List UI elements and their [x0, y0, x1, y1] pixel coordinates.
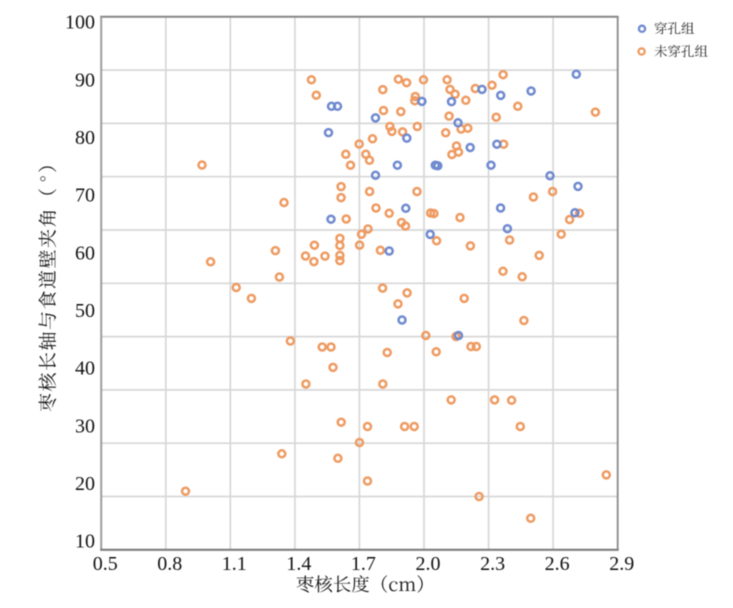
- svg-text:1.1: 1.1: [222, 553, 247, 575]
- svg-text:80: 80: [75, 127, 95, 149]
- svg-text:0.8: 0.8: [157, 553, 182, 575]
- svg-text:100: 100: [65, 12, 95, 34]
- svg-text:40: 40: [75, 358, 95, 380]
- svg-text:50: 50: [75, 300, 95, 322]
- svg-text:90: 90: [75, 69, 95, 91]
- svg-text:0.5: 0.5: [93, 553, 118, 575]
- svg-text:2.3: 2.3: [480, 553, 505, 575]
- svg-text:30: 30: [75, 415, 95, 437]
- svg-text:20: 20: [75, 473, 95, 495]
- svg-text:10: 10: [75, 531, 95, 553]
- svg-text:2.0: 2.0: [416, 553, 441, 575]
- svg-text:1.4: 1.4: [286, 553, 311, 575]
- svg-text:1.7: 1.7: [351, 553, 376, 575]
- svg-text:2.6: 2.6: [545, 553, 570, 575]
- svg-text:70: 70: [75, 185, 95, 207]
- svg-text:2.9: 2.9: [609, 553, 634, 575]
- svg-text:60: 60: [75, 242, 95, 264]
